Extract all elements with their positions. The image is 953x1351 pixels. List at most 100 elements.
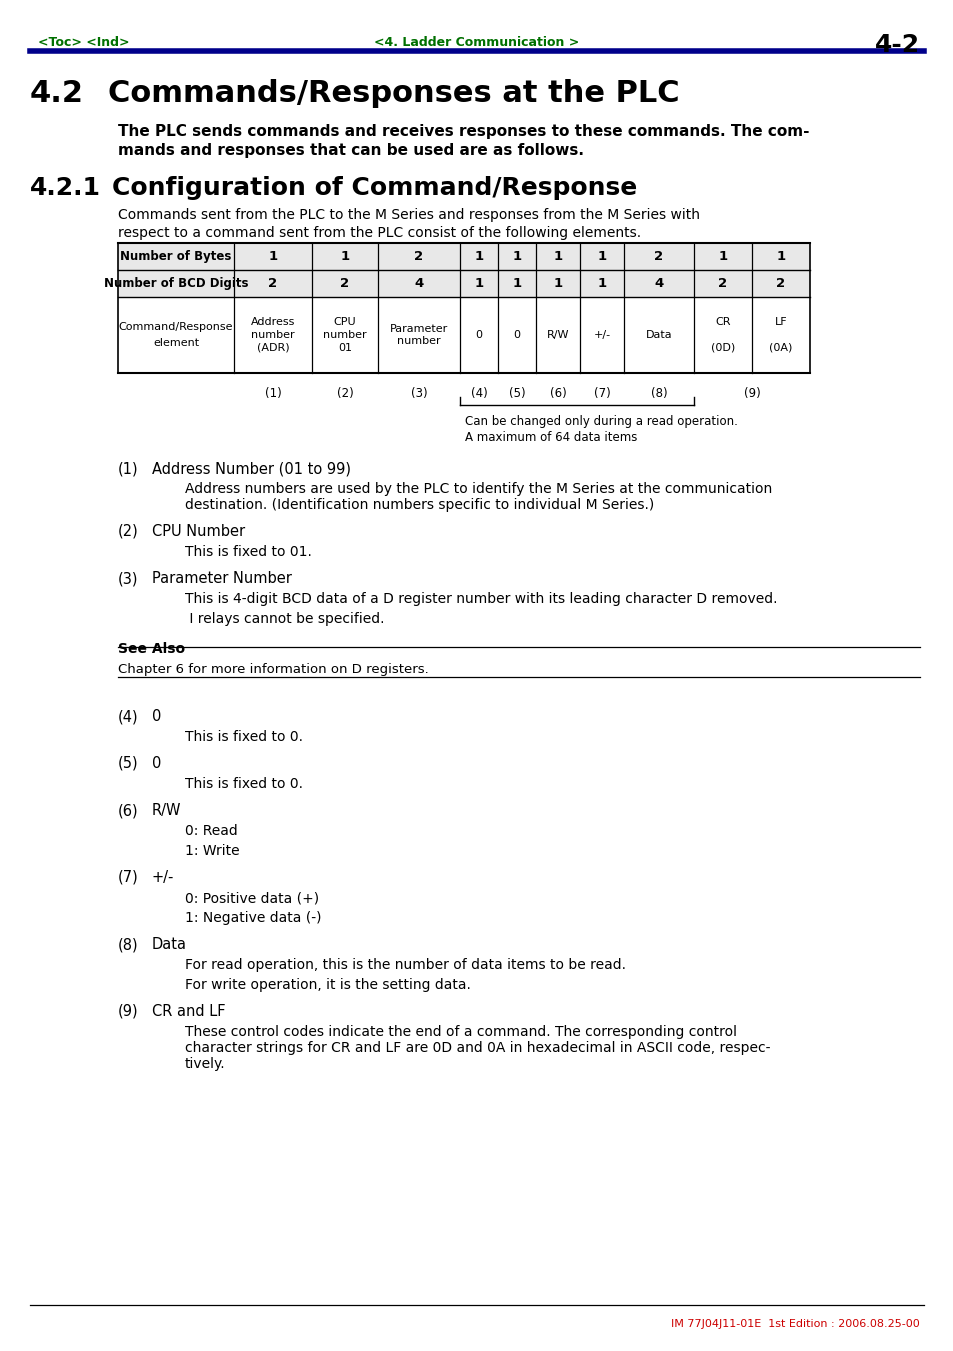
Text: 1: 1 [340, 250, 349, 263]
Text: This is fixed to 0.: This is fixed to 0. [185, 730, 303, 744]
Text: 1: 1 [597, 277, 606, 290]
Text: CR: CR [715, 317, 730, 327]
Text: number: number [323, 330, 366, 340]
Text: character strings for CR and LF are 0D and 0A in hexadecimal in ASCII code, resp: character strings for CR and LF are 0D a… [185, 1042, 770, 1055]
Text: 2: 2 [414, 250, 423, 263]
Text: This is fixed to 01.: This is fixed to 01. [185, 544, 312, 559]
Text: Data: Data [645, 330, 672, 340]
Text: 01: 01 [337, 343, 352, 353]
Text: (9): (9) [742, 386, 760, 400]
Text: 2: 2 [776, 277, 784, 290]
Text: 1: 1 [776, 250, 784, 263]
Text: (9): (9) [118, 1004, 138, 1019]
Text: (0D): (0D) [710, 343, 735, 353]
Text: +/-: +/- [152, 870, 174, 885]
Text: For read operation, this is the number of data items to be read.: For read operation, this is the number o… [185, 958, 625, 971]
Text: 2: 2 [718, 277, 727, 290]
Text: (4): (4) [118, 709, 138, 724]
Text: 1: Write: 1: Write [185, 844, 239, 858]
Text: Number of Bytes: Number of Bytes [120, 250, 232, 263]
Text: 1: 1 [268, 250, 277, 263]
Text: IM 77J04J11-01E  1st Edition : 2006.08.25-00: IM 77J04J11-01E 1st Edition : 2006.08.25… [671, 1319, 919, 1329]
Text: (0A): (0A) [768, 343, 792, 353]
Text: This is 4-digit BCD data of a D register number with its leading character D rem: This is 4-digit BCD data of a D register… [185, 592, 777, 607]
Text: Configuration of Command/Response: Configuration of Command/Response [112, 176, 637, 200]
Text: See Also: See Also [118, 642, 185, 657]
Text: 4-2: 4-2 [874, 32, 919, 57]
Text: Can be changed only during a read operation.: Can be changed only during a read operat… [464, 415, 737, 428]
Text: (ADR): (ADR) [256, 343, 289, 353]
Text: Command/Response: Command/Response [118, 322, 233, 332]
Text: 4.2.1: 4.2.1 [30, 176, 101, 200]
Text: (4): (4) [470, 386, 487, 400]
Text: Address Number (01 to 99): Address Number (01 to 99) [152, 461, 351, 476]
Text: 1: 1 [553, 250, 562, 263]
Text: LF: LF [774, 317, 786, 327]
Text: 4: 4 [414, 277, 423, 290]
Text: Commands sent from the PLC to the M Series and responses from the M Series with: Commands sent from the PLC to the M Seri… [118, 208, 700, 222]
Bar [118, 297, 809, 373]
Text: 1: 1 [512, 277, 521, 290]
Text: 1: 1 [718, 250, 727, 263]
Text: 0: Read: 0: Read [185, 824, 237, 838]
Text: 1: 1 [474, 250, 483, 263]
Text: 1: 1 [553, 277, 562, 290]
Text: (7): (7) [118, 870, 138, 885]
Text: 1: Negative data (-): 1: Negative data (-) [185, 911, 321, 925]
Text: destination. (Identification numbers specific to individual M Series.): destination. (Identification numbers spe… [185, 499, 654, 512]
Text: (3): (3) [410, 386, 427, 400]
Text: Parameter Number: Parameter Number [152, 571, 292, 586]
Bar [118, 243, 809, 270]
Text: This is fixed to 0.: This is fixed to 0. [185, 777, 303, 790]
Text: 0: 0 [152, 709, 161, 724]
Bar [118, 243, 809, 373]
Text: (2): (2) [336, 386, 353, 400]
Text: For write operation, it is the setting data.: For write operation, it is the setting d… [185, 978, 471, 992]
Text: R/W: R/W [152, 802, 181, 817]
Text: (5): (5) [508, 386, 525, 400]
Text: Commands/Responses at the PLC: Commands/Responses at the PLC [108, 78, 679, 108]
Text: (6): (6) [549, 386, 566, 400]
Text: 4: 4 [654, 277, 663, 290]
Text: mands and responses that can be used are as follows.: mands and responses that can be used are… [118, 143, 583, 158]
Text: (1): (1) [264, 386, 281, 400]
Text: (7): (7) [593, 386, 610, 400]
Text: CR and LF: CR and LF [152, 1004, 225, 1019]
Text: +/-: +/- [593, 330, 610, 340]
Text: (8): (8) [118, 938, 138, 952]
Text: I relays cannot be specified.: I relays cannot be specified. [185, 612, 384, 626]
Text: number: number [396, 336, 440, 346]
Bar [118, 270, 809, 297]
Text: Chapter 6 for more information on D registers.: Chapter 6 for more information on D regi… [118, 663, 428, 676]
Text: (6): (6) [118, 802, 138, 817]
Text: (3): (3) [118, 571, 138, 586]
Text: A maximum of 64 data items: A maximum of 64 data items [464, 431, 637, 444]
Text: CPU: CPU [334, 317, 355, 327]
Text: (5): (5) [118, 757, 138, 771]
Text: 2: 2 [268, 277, 277, 290]
Text: 2: 2 [340, 277, 349, 290]
Text: <4. Ladder Communication >: <4. Ladder Communication > [374, 36, 579, 49]
Text: CPU Number: CPU Number [152, 524, 245, 539]
Text: 2: 2 [654, 250, 663, 263]
Text: 4.2: 4.2 [30, 78, 84, 108]
Text: Number of BCD Digits: Number of BCD Digits [104, 277, 248, 290]
Text: Parameter: Parameter [390, 323, 448, 334]
Text: Address: Address [251, 317, 294, 327]
Text: 0: Positive data (+): 0: Positive data (+) [185, 892, 319, 905]
Text: number: number [251, 330, 294, 340]
Text: element: element [152, 338, 199, 349]
Text: respect to a command sent from the PLC consist of the following elements.: respect to a command sent from the PLC c… [118, 226, 640, 240]
Text: (1): (1) [118, 461, 138, 476]
Text: (2): (2) [118, 524, 138, 539]
Text: Data: Data [152, 938, 187, 952]
Text: <Toc> <Ind>: <Toc> <Ind> [38, 36, 130, 49]
Text: These control codes indicate the end of a command. The corresponding control: These control codes indicate the end of … [185, 1025, 737, 1039]
Text: 0: 0 [475, 330, 482, 340]
Text: (8): (8) [650, 386, 666, 400]
Text: 1: 1 [512, 250, 521, 263]
Text: 0: 0 [152, 757, 161, 771]
Text: 0: 0 [513, 330, 520, 340]
Text: Address numbers are used by the PLC to identify the M Series at the communicatio: Address numbers are used by the PLC to i… [185, 482, 771, 496]
Text: 1: 1 [474, 277, 483, 290]
